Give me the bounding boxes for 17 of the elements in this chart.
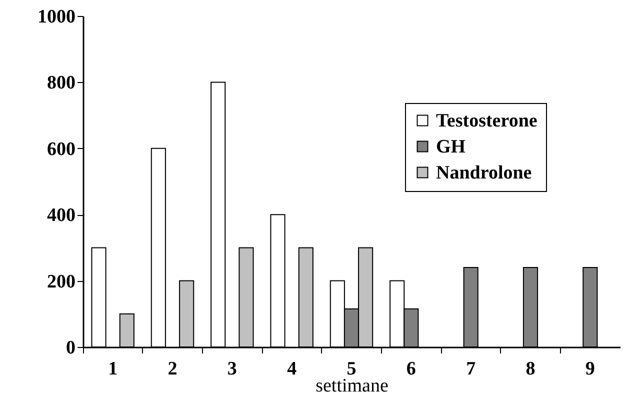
x-tick-label: 8 (526, 358, 536, 380)
y-tick-label: 400 (47, 205, 76, 226)
x-tick-label: 1 (108, 358, 118, 380)
legend-label: Testosterone (436, 110, 538, 132)
y-tick-label: 200 (47, 271, 76, 292)
y-tick-label: 800 (47, 72, 76, 94)
legend-label: Nandrolone (436, 162, 532, 184)
x-tick-label: 6 (406, 358, 416, 380)
y-tick-label: 1000 (38, 6, 76, 28)
x-tick-label: 9 (585, 358, 595, 380)
x-tick-label: 4 (287, 358, 298, 380)
x-tick-label: 3 (227, 358, 237, 380)
y-tick-label: 0 (66, 338, 76, 358)
x-tick-label: 7 (466, 358, 476, 380)
x-tick-label: 2 (168, 358, 178, 380)
y-tick-label: 600 (47, 138, 76, 160)
legend-label: GH (436, 136, 466, 158)
